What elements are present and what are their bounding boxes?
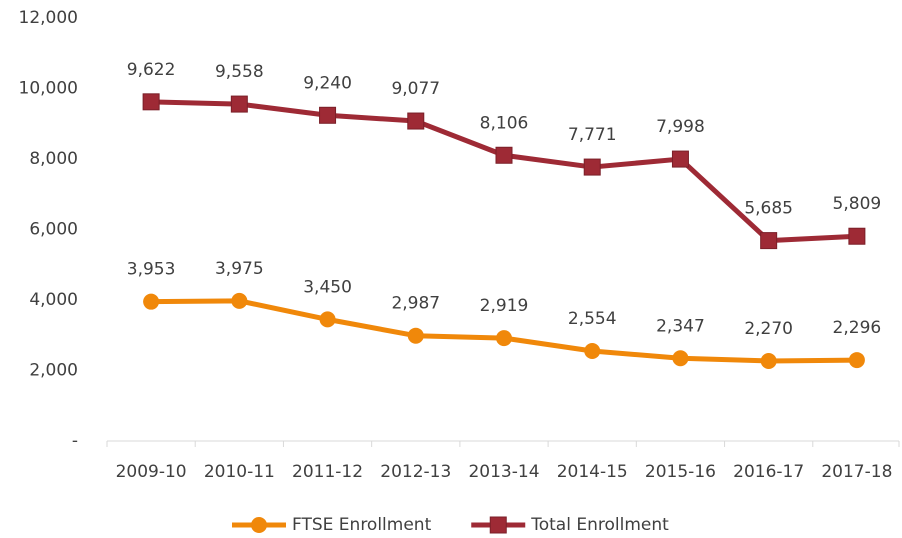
data-label: 9,077 — [391, 79, 440, 99]
x-tick-label: 2014-15 — [557, 462, 628, 482]
data-label: 9,240 — [303, 73, 352, 93]
data-label: 2,347 — [656, 316, 705, 336]
y-tick-label: 2,000 — [29, 361, 78, 381]
data-point — [496, 330, 512, 347]
data-point — [672, 350, 689, 367]
data-label: 7,998 — [656, 117, 705, 137]
data-label: 9,558 — [215, 62, 264, 82]
data-point — [230, 95, 248, 113]
data-label: 2,270 — [744, 319, 793, 339]
data-label: 8,106 — [480, 113, 529, 133]
data-point — [407, 112, 425, 130]
x-tick-label: 2015-16 — [645, 462, 716, 482]
x-tick-label: 2011-12 — [292, 462, 363, 482]
legend-label: Total Enrollment — [530, 515, 669, 535]
y-tick-label: 4,000 — [29, 290, 78, 310]
data-label: 3,450 — [303, 277, 352, 297]
x-tick-label: 2016-17 — [733, 462, 804, 482]
y-tick-label: 8,000 — [29, 149, 78, 169]
data-label: 2,296 — [833, 318, 882, 338]
data-point — [142, 93, 160, 111]
data-point — [319, 106, 337, 124]
data-label: 2,987 — [391, 294, 440, 314]
x-tick-label: 2012-13 — [380, 462, 451, 482]
data-label: 9,622 — [127, 60, 176, 80]
y-tick-label: 6,000 — [29, 220, 78, 240]
data-label: 2,919 — [480, 296, 529, 316]
data-point — [231, 292, 248, 309]
x-tick-label: 2009-10 — [116, 462, 187, 482]
data-point — [760, 232, 778, 250]
x-tick-label: 2017-18 — [821, 462, 892, 482]
data-point — [848, 227, 866, 245]
x-tick-label: 2013-14 — [468, 462, 539, 482]
data-label: 3,953 — [127, 260, 176, 280]
data-point — [583, 158, 601, 176]
y-tick-label: - — [72, 431, 78, 451]
y-tick-label: 12,000 — [19, 8, 78, 28]
data-label: 3,975 — [215, 259, 264, 279]
legend-marker — [251, 517, 267, 533]
data-point — [671, 150, 689, 168]
data-point — [584, 342, 601, 359]
data-point — [407, 327, 424, 344]
legend-marker — [489, 516, 507, 534]
y-tick-label: 10,000 — [19, 79, 78, 99]
data-label: 5,809 — [833, 194, 882, 214]
x-tick-label: 2010-11 — [204, 462, 275, 482]
data-point — [848, 352, 865, 369]
data-point — [143, 293, 160, 310]
legend-label: FTSE Enrollment — [292, 515, 432, 535]
data-point — [760, 352, 777, 369]
data-label: 7,771 — [568, 125, 617, 145]
data-point — [495, 146, 513, 164]
data-label: 2,554 — [568, 309, 617, 329]
data-point — [319, 311, 336, 328]
data-label: 5,685 — [744, 199, 793, 219]
